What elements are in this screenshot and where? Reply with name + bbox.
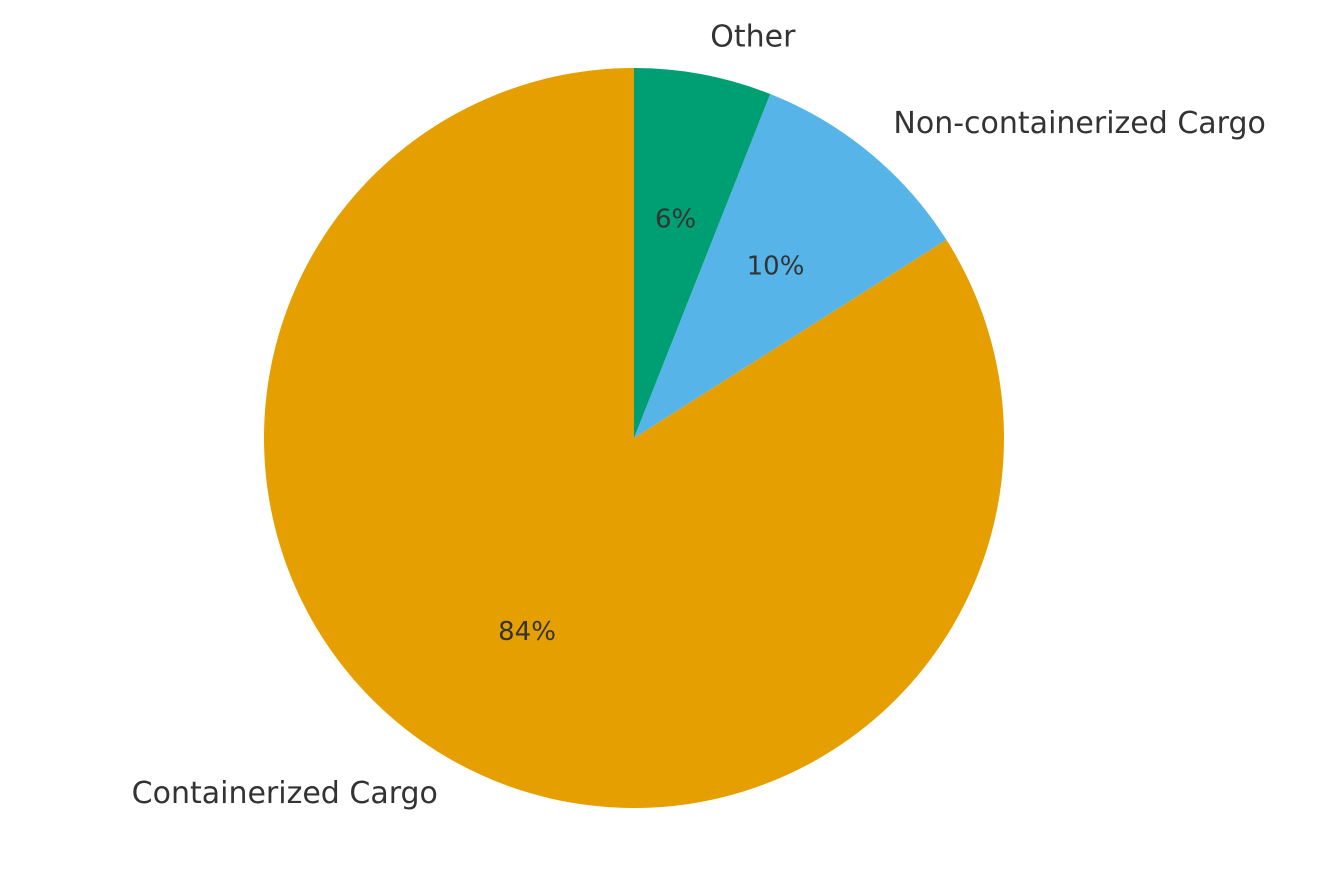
pie-slice [264, 68, 1004, 809]
percent-label: 84% [498, 617, 556, 647]
percent-label: 10% [747, 251, 805, 281]
slice-label: Containerized Cargo [132, 776, 438, 811]
pie-slice [634, 68, 771, 438]
slice-label: Other [710, 20, 796, 55]
pie-slice [634, 93, 947, 438]
percent-label: 6% [655, 204, 696, 234]
slice-label: Non-containerized Cargo [893, 106, 1265, 141]
